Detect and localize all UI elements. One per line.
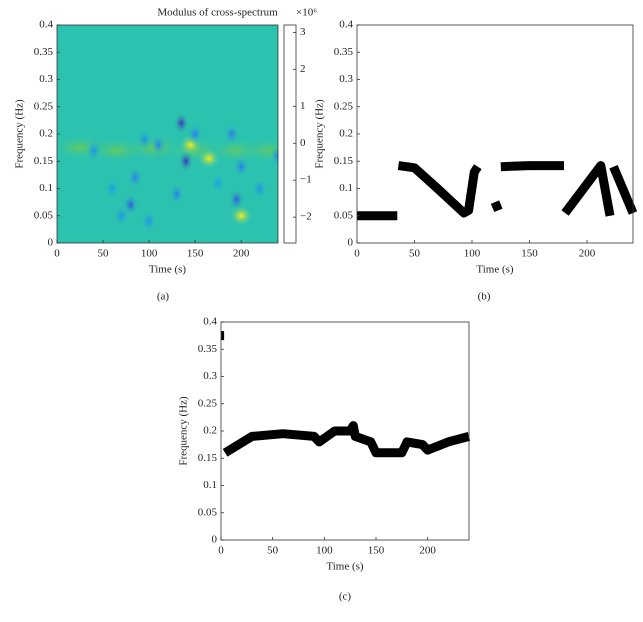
y-tick-label: 0.1 bbox=[203, 479, 217, 491]
colorbar-multiplier: ×10⁶ bbox=[296, 7, 317, 19]
y-tick-label: 0.3 bbox=[39, 73, 53, 85]
x-tick-label: 50 bbox=[267, 545, 279, 557]
x-axis-label: Time (s) bbox=[326, 561, 364, 573]
y-tick-label: 0.25 bbox=[198, 397, 218, 409]
peak-cell bbox=[233, 155, 250, 178]
y-tick-label: 0.35 bbox=[334, 46, 354, 58]
peak-cell bbox=[85, 139, 102, 162]
colorbar-tick-label: 3 bbox=[300, 26, 306, 38]
x-tick-label: 0 bbox=[54, 248, 60, 260]
y-tick-label: 0.2 bbox=[203, 425, 217, 437]
y-tick-label: 0.15 bbox=[198, 452, 218, 464]
ridge-cell bbox=[238, 137, 278, 164]
colorbar bbox=[283, 24, 297, 244]
y-tick-label: 0.35 bbox=[34, 46, 54, 58]
y-tick-label: 0 bbox=[348, 237, 354, 249]
y-axis-label: Frequency (Hz) bbox=[178, 396, 190, 466]
x-axis-label: Time (s) bbox=[476, 264, 514, 276]
y-tick-label: 0.1 bbox=[39, 182, 53, 194]
panel-label: (a) bbox=[157, 291, 170, 303]
peak-cell bbox=[251, 177, 268, 200]
x-tick-label: 150 bbox=[187, 248, 204, 260]
peak-cell bbox=[141, 210, 158, 233]
y-tick-label: 0.4 bbox=[39, 19, 53, 31]
x-tick-label: 200 bbox=[233, 248, 250, 260]
y-axis-label: Frequency (Hz) bbox=[14, 99, 26, 169]
peak-cell bbox=[223, 123, 240, 145]
peak-cell bbox=[150, 133, 167, 156]
y-tick-label: 0.4 bbox=[339, 19, 353, 31]
peak-cell bbox=[127, 166, 144, 189]
colorbar-tick-label: 2 bbox=[300, 63, 306, 75]
x-tick-label: 200 bbox=[579, 248, 596, 260]
peak-cell bbox=[113, 204, 130, 227]
x-tick-label: 0 bbox=[354, 248, 360, 260]
y-tick-label: 0.1 bbox=[339, 182, 353, 194]
y-tick-label: 0 bbox=[48, 237, 54, 249]
peak-cell bbox=[136, 128, 153, 151]
panel-label: (b) bbox=[478, 291, 491, 303]
colorbar-tick-label: 1 bbox=[300, 100, 306, 112]
y-tick-label: 0.25 bbox=[334, 100, 354, 112]
peak-cell bbox=[210, 172, 227, 195]
y-tick-label: 0.05 bbox=[34, 209, 54, 221]
colorbar-tick-label: −2 bbox=[300, 211, 312, 223]
y-tick-label: 0.05 bbox=[198, 506, 218, 518]
y-tick-label: 0 bbox=[212, 534, 218, 546]
y-tick-label: 0.05 bbox=[334, 209, 354, 221]
x-tick-label: 100 bbox=[316, 545, 333, 557]
y-tick-label: 0.4 bbox=[203, 316, 217, 328]
y-tick-label: 0.15 bbox=[334, 155, 354, 167]
peak-cell bbox=[270, 144, 278, 167]
x-tick-label: 50 bbox=[98, 248, 110, 260]
x-tick-label: 150 bbox=[521, 248, 538, 260]
peak-cell bbox=[168, 182, 185, 205]
x-tick-label: 50 bbox=[409, 248, 421, 260]
x-tick-label: 200 bbox=[419, 545, 436, 557]
heatmap bbox=[57, 25, 278, 243]
peak-cell bbox=[104, 177, 121, 200]
y-tick-label: 0.25 bbox=[34, 100, 54, 112]
x-tick-label: 0 bbox=[218, 545, 224, 557]
x-tick-label: 150 bbox=[368, 545, 385, 557]
peak-cell bbox=[173, 112, 190, 135]
peak-cell bbox=[196, 147, 221, 170]
x-tick-label: 100 bbox=[464, 248, 481, 260]
colorbar-tick-label: −1 bbox=[300, 174, 312, 186]
chart-title: Modulus of cross-spectrum bbox=[157, 7, 278, 19]
frequency-band bbox=[357, 161, 638, 221]
peak-cell bbox=[187, 123, 204, 145]
y-axis-label: Frequency (Hz) bbox=[314, 99, 326, 169]
peak-cell bbox=[228, 188, 245, 211]
y-tick-label: 0.3 bbox=[339, 73, 353, 85]
panel-label: (c) bbox=[339, 591, 352, 603]
peak-cell bbox=[229, 204, 254, 227]
y-tick-label: 0.15 bbox=[34, 155, 54, 167]
y-tick-label: 0.2 bbox=[39, 128, 53, 140]
colorbar-tick-label: 0 bbox=[300, 137, 306, 149]
x-axis-label: Time (s) bbox=[149, 264, 187, 276]
x-tick-label: 100 bbox=[141, 248, 158, 260]
y-tick-label: 0.35 bbox=[198, 343, 218, 355]
y-tick-label: 0.3 bbox=[203, 370, 217, 382]
y-tick-label: 0.2 bbox=[339, 128, 353, 140]
frequency-band bbox=[221, 331, 471, 458]
